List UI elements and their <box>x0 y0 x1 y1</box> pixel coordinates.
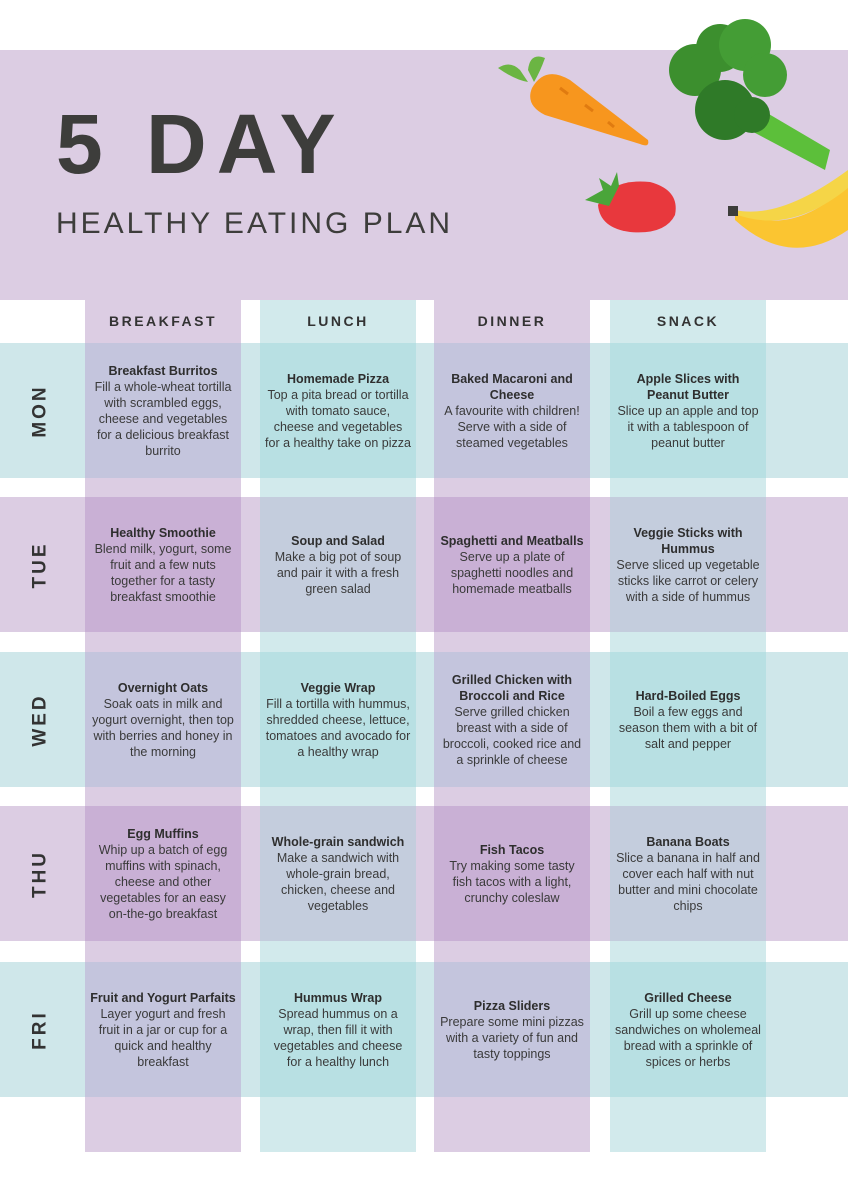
meal-description: Try making some tasty fish tacos with a … <box>449 858 575 905</box>
meal-cell: Pizza Sliders Prepare some mini pizzas wi… <box>434 962 590 1097</box>
meal-description: A favourite with children! Serve with a … <box>444 403 580 450</box>
column-heading: DINNER <box>477 313 547 329</box>
meal-title: Breakfast Burritos <box>108 363 218 378</box>
meal-cell: Grilled Cheese Grill up some cheese sandw… <box>610 962 766 1097</box>
meal-cell: Homemade Pizza Top a pita bread or tortil… <box>260 343 416 478</box>
carrot <box>498 56 649 146</box>
meal-title: Grilled Chicken with Broccoli and Rice <box>451 672 573 703</box>
meal-title: Baked Macaroni and Cheese <box>451 371 573 402</box>
meal-cell: Baked Macaroni and Cheese A favourite wit… <box>434 343 590 478</box>
meal-cell: Healthy Smoothie Blend milk, yogurt, some… <box>85 497 241 632</box>
meal-description: Soak oats in milk and yogurt overnight, … <box>92 696 234 759</box>
meal-cell: Hummus Wrap Spread hummus on a wrap, then… <box>260 962 416 1097</box>
meal-title: Veggie Wrap <box>300 680 376 695</box>
meal-description: Slice up an apple and top it with a tabl… <box>617 403 759 450</box>
meal-title: Egg Muffins <box>127 826 199 841</box>
meal-description: Top a pita bread or tortilla with tomato… <box>265 387 411 450</box>
meal-cell: Spaghetti and Meatballs Serve up a plate … <box>434 497 590 632</box>
meal-cell: Apple Slices with Peanut Butter Slice up … <box>610 343 766 478</box>
subtitle: HEALTHY EATING PLAN <box>56 207 454 240</box>
column-heading: BREAKFAST <box>108 313 218 329</box>
day-label: THU <box>29 849 51 898</box>
meal-title: Whole-grain sandwich <box>271 834 405 849</box>
meal-cell: Grilled Chicken with Broccoli and Rice Se… <box>434 652 590 787</box>
meal-cell: Hard-Boiled Eggs Boil a few eggs and seas… <box>610 652 766 787</box>
meal-title: Pizza Sliders <box>473 998 551 1013</box>
meal-title: Banana Boats <box>646 834 730 849</box>
meal-description: Layer yogurt and fresh fruit in a jar or… <box>98 1006 228 1069</box>
meal-title: Fruit and Yogurt Parfaits <box>90 990 236 1005</box>
meal-cell: Veggie Wrap Fill a tortilla with hummus, … <box>260 652 416 787</box>
column-heading: LUNCH <box>307 313 369 329</box>
meal-description: Boil a few eggs and season them with a b… <box>618 704 758 751</box>
meal-description: Serve sliced up vegetable sticks like ca… <box>616 557 760 604</box>
meal-title: Spaghetti and Meatballs <box>440 533 584 548</box>
meal-cell: Banana Boats Slice a banana in half and c… <box>610 806 766 941</box>
meal-title: Grilled Cheese <box>644 990 732 1005</box>
meal-description: Fill a tortilla with hummus, shredded ch… <box>265 696 411 759</box>
meal-cell: Veggie Sticks with Hummus Serve sliced up… <box>610 497 766 632</box>
banana <box>728 170 848 248</box>
day-label: FRI <box>29 1009 51 1050</box>
meal-title: Fish Tacos <box>479 842 545 857</box>
meal-description: Make a sandwich with whole-grain bread, … <box>276 850 400 913</box>
food-illustration <box>498 19 848 248</box>
title: 5 DAY <box>56 97 346 191</box>
meal-cell: Egg Muffins Whip up a batch of egg muffin… <box>85 806 241 941</box>
column-heading: SNACK <box>656 313 720 329</box>
meal-title: Apple Slices with Peanut Butter <box>636 371 740 402</box>
strawberry <box>585 172 676 233</box>
meal-description: Spread hummus on a wrap, then fill it wi… <box>273 1006 403 1069</box>
day-label: MON <box>29 383 51 438</box>
meal-title: Veggie Sticks with Hummus <box>633 525 743 556</box>
meal-title: Hard-Boiled Eggs <box>635 688 741 703</box>
broccoli <box>669 19 830 170</box>
meal-cell: Overnight Oats Soak oats in milk and yogu… <box>85 652 241 787</box>
meal-description: Whip up a batch of egg muffins with spin… <box>98 842 228 921</box>
meal-title: Healthy Smoothie <box>110 525 216 540</box>
meal-title: Overnight Oats <box>117 680 209 695</box>
meal-title: Homemade Pizza <box>286 371 390 386</box>
meal-description: Make a big pot of soup and pair it with … <box>274 549 402 596</box>
meal-cell: Fish Tacos Try making some tasty fish tac… <box>434 806 590 941</box>
meal-description: Fill a whole-wheat tortilla with scrambl… <box>94 379 232 458</box>
day-label: WED <box>29 692 51 747</box>
meal-title: Soup and Salad <box>291 533 385 548</box>
meal-description: Slice a banana in half and cover each ha… <box>616 850 760 913</box>
meal-title: Hummus Wrap <box>294 990 382 1005</box>
meal-description: Prepare some mini pizzas with a variety … <box>440 1014 584 1061</box>
meal-description: Serve up a plate of spaghetti noodles an… <box>450 549 574 596</box>
day-label: TUE <box>29 541 51 588</box>
meal-cell: Soup and Salad Make a big pot of soup and… <box>260 497 416 632</box>
meal-cell: Whole-grain sandwich Make a sandwich with… <box>260 806 416 941</box>
meal-description: Blend milk, yogurt, some fruit and a few… <box>94 541 232 604</box>
meal-description: Grill up some cheese sandwiches on whole… <box>615 1006 761 1069</box>
meal-cell: Breakfast Burritos Fill a whole-wheat tor… <box>85 343 241 478</box>
meal-cell: Fruit and Yogurt Parfaits Layer yogurt an… <box>85 962 241 1097</box>
meal-description: Serve grilled chicken breast with a side… <box>442 704 582 767</box>
